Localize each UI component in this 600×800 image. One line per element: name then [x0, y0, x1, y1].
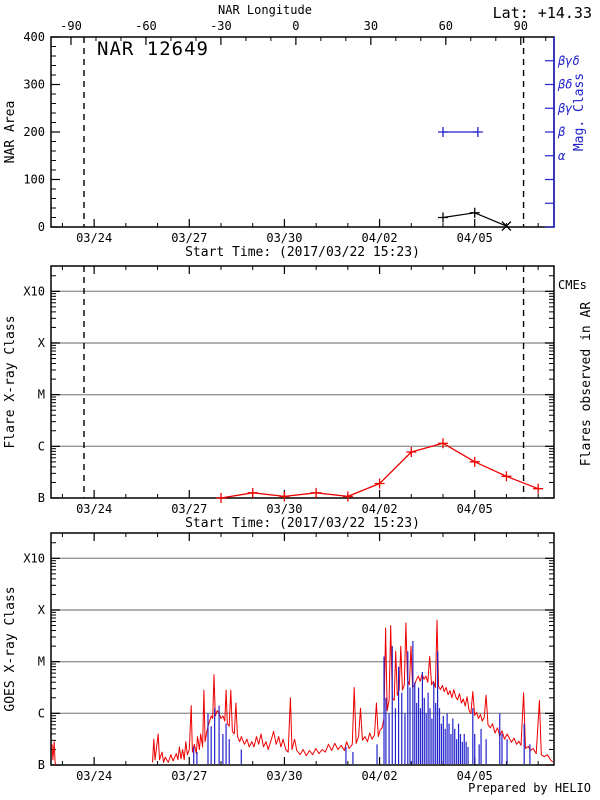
flare-point-marker	[279, 491, 290, 502]
credit-label: Prepared by HELIO	[468, 781, 591, 795]
mag-class-marker	[437, 127, 448, 137]
area-point-marker	[437, 212, 448, 223]
mag-class-tick-label: β	[557, 125, 566, 139]
panel-frame	[50, 532, 555, 766]
flare-class-line	[220, 442, 539, 499]
x-tick-label: 03/27	[171, 231, 207, 245]
longitude-tick-label: -60	[135, 19, 157, 33]
area-tick-label: 200	[23, 125, 45, 139]
longitude-tick-label: -30	[210, 19, 232, 33]
y-tick-label: M	[38, 388, 45, 402]
mag-class-tick-label: βγδ	[557, 54, 580, 68]
mag-class-marker	[472, 127, 483, 137]
y-tick-label: M	[38, 655, 45, 669]
latitude-label: Lat: +14.33	[492, 4, 592, 22]
flare-point-marker	[374, 478, 385, 489]
x-tick-label: 03/24	[76, 231, 112, 245]
longitude-tick-label: 60	[439, 19, 453, 33]
panel-goes: B C M X X10 03/24 03/27 03/30 04/02 04/05 GOES X-r…	[3, 532, 555, 783]
y-tick-label: C	[38, 439, 45, 453]
flares-observed-label: Flares observed in AR	[579, 302, 594, 467]
start-time-label-panel1: Start Time: (2017/03/22 15:23)	[185, 245, 420, 260]
y-tick-label: X	[38, 603, 46, 617]
longitude-tick-label: -90	[60, 19, 82, 33]
area-end-marker	[501, 221, 512, 232]
flare-point-marker	[437, 438, 448, 449]
longitude-tick-label: 0	[292, 19, 299, 33]
longitude-axis-title: NAR Longitude	[218, 3, 312, 17]
area-tick-label: 300	[23, 78, 45, 92]
flare-point-marker	[311, 487, 322, 498]
mag-class-axis-title: Mag. Class	[572, 73, 587, 151]
x-tick-label: 03/30	[266, 231, 302, 245]
y-tick-label: X	[38, 336, 46, 350]
panel-nar-area: 0 100 200 300 400 βγδ βδ βγ βα -90 -60 -30 0 30 60 90 03…	[3, 19, 587, 245]
longitude-tick-label: 90	[514, 19, 528, 33]
x-tick-label: 04/05	[457, 231, 493, 245]
mag-class-tick-label: βγ	[557, 101, 573, 115]
area-tick-label: 400	[23, 30, 45, 44]
y-tick-label: B	[38, 491, 45, 505]
start-time-label-panel2: Start Time: (2017/03/22 15:23)	[185, 516, 420, 531]
nar-area-axis-title: NAR Area	[3, 101, 18, 164]
flare-point-marker	[533, 483, 544, 494]
longitude-tick-label: 30	[364, 19, 378, 33]
x-tick-label: 03/24	[76, 769, 112, 783]
flare-point-marker	[215, 493, 226, 503]
panel-flare-class: B C M X X10 03/24 03/27 03/30 04/02 04/05 Flare X-…	[3, 265, 594, 516]
x-tick-label: 04/02	[362, 231, 398, 245]
cmes-label: CMEs	[558, 278, 587, 292]
y-tick-label: C	[38, 706, 45, 720]
x-tick-label: 03/27	[171, 502, 207, 516]
area-tick-label: 100	[23, 173, 45, 187]
y-tick-label: X10	[23, 551, 45, 565]
flare-axis-title: Flare X-ray Class	[3, 315, 18, 448]
y-tick-label: X10	[23, 284, 45, 298]
x-tick-label: 03/27	[171, 769, 207, 783]
goes-axis-title: GOES X-ray Class	[3, 586, 18, 711]
flare-point-marker	[406, 447, 417, 458]
goes-flux-early	[51, 741, 57, 766]
mag-class-tick-label: α	[558, 149, 566, 163]
x-tick-label: 04/02	[362, 769, 398, 783]
panel-frame	[50, 265, 555, 499]
goes-flux-main	[152, 619, 554, 763]
x-tick-label: 03/30	[266, 502, 302, 516]
x-tick-label: 03/30	[266, 769, 302, 783]
page-title: NAR 12649	[97, 38, 209, 60]
flare-point-marker	[247, 487, 258, 498]
x-tick-label: 04/02	[362, 502, 398, 516]
x-tick-label: 03/24	[76, 502, 112, 516]
flare-point-marker	[501, 471, 512, 482]
mag-class-tick-label: βδ	[557, 78, 572, 92]
y-tick-label: B	[38, 758, 45, 772]
flare-point-marker	[469, 456, 480, 467]
flare-point-marker	[342, 491, 353, 502]
x-tick-label: 04/05	[457, 502, 493, 516]
area-tick-label: 0	[38, 220, 45, 234]
area-point-marker	[469, 207, 480, 218]
x-tick-label: 04/05	[457, 769, 493, 783]
